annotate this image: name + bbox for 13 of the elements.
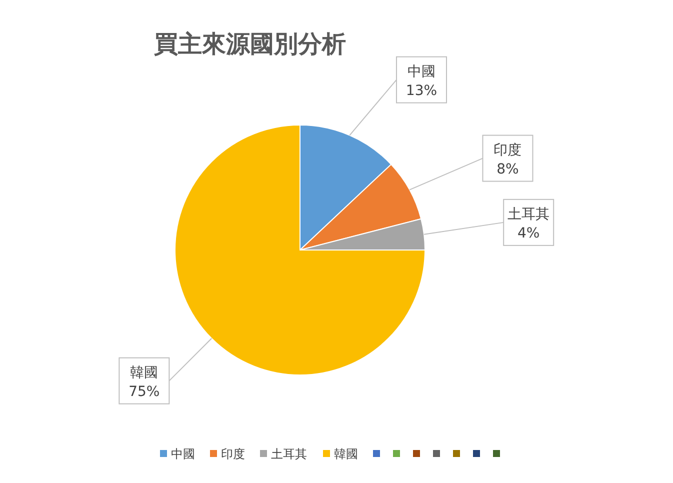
data-label: 75%: [128, 384, 160, 400]
slice-label: 印度: [494, 142, 522, 158]
data-label: 4%: [517, 225, 540, 242]
legend-label: 土耳其: [271, 447, 307, 461]
slice-label: 韓國: [130, 364, 158, 381]
legend-label: 韓國: [334, 447, 358, 461]
slice-label: 中國: [407, 64, 436, 80]
data-label: 13%: [406, 82, 438, 99]
legend-label: 中國: [171, 447, 195, 461]
chart-title: 買主來源國別分析: [153, 30, 346, 58]
slice-label: 土耳其: [508, 206, 550, 222]
data-label: 8%: [496, 161, 519, 178]
legend-label: 印度: [221, 447, 245, 461]
